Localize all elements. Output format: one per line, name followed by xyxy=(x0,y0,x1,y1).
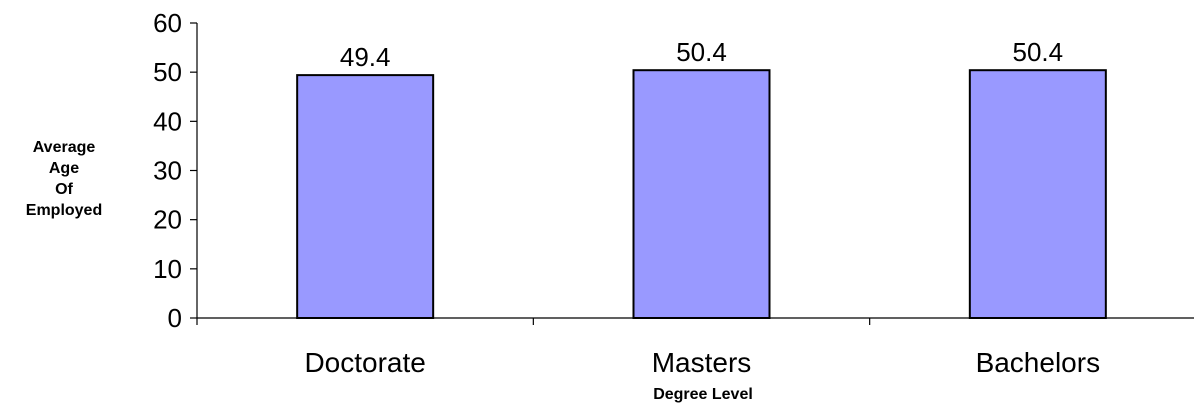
category-label: Masters xyxy=(652,347,752,378)
y-axis-title: Average Age Of Employed xyxy=(26,139,102,219)
bar-doctorate xyxy=(296,74,435,319)
bar-masters xyxy=(632,69,771,319)
x-axis-ticks xyxy=(196,318,871,325)
y-tick-label: 60 xyxy=(153,8,182,38)
y-tick-label: 0 xyxy=(168,303,182,333)
y-axis-ticks: 0 10 20 30 40 50 60 xyxy=(153,8,197,333)
data-label: 49.4 xyxy=(340,42,391,72)
y-axis-title-line: Age xyxy=(49,160,79,177)
category-label: Doctorate xyxy=(304,347,425,378)
y-axis-title-line: Of xyxy=(55,181,73,198)
y-tick-label: 50 xyxy=(153,57,182,87)
data-labels: 49.4 50.4 50.4 xyxy=(340,37,1063,72)
y-axis-title-line: Employed xyxy=(26,202,102,219)
y-tick-label: 10 xyxy=(153,254,182,284)
y-tick-label: 40 xyxy=(153,106,182,136)
data-label: 50.4 xyxy=(1013,37,1064,67)
bars xyxy=(296,69,1107,319)
y-axis-title-line: Average xyxy=(33,139,96,156)
category-label: Bachelors xyxy=(976,347,1101,378)
category-labels: Doctorate Masters Bachelors xyxy=(304,347,1100,378)
x-axis-title: Degree Level xyxy=(653,386,753,403)
bar-bachelors xyxy=(968,69,1107,319)
y-tick-label: 30 xyxy=(153,156,182,186)
y-tick-label: 20 xyxy=(153,205,182,235)
data-label: 50.4 xyxy=(676,37,727,67)
